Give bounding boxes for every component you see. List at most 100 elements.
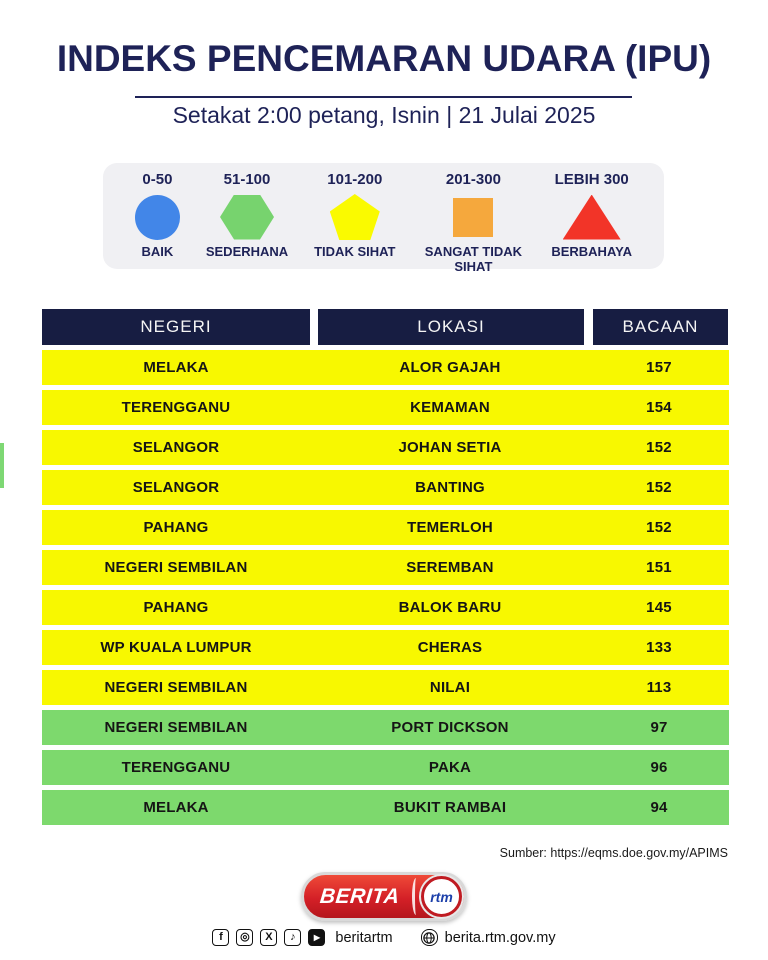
hexagon-shape-icon	[220, 194, 275, 240]
cell-lokasi: PORT DICKSON	[391, 719, 509, 736]
cell-bacaan: 97	[650, 719, 668, 736]
cell-lokasi: BUKIT RAMBAI	[393, 799, 507, 816]
legend-shape-wrap	[453, 192, 494, 242]
rtm-logo-text: rtm	[430, 888, 453, 905]
cell-bacaan: 145	[646, 599, 672, 616]
legend-shape-wrap	[329, 192, 380, 242]
cell-lokasi: KEMAMAN	[410, 399, 490, 416]
legend-item: LEBIH 300 BERBAHAYA	[551, 171, 632, 259]
social-handle: beritartm	[335, 929, 393, 946]
table-row: MELAKA ALOR GAJAH 157	[42, 350, 729, 385]
table-row: TERENGGANU KEMAMAN 154	[42, 390, 729, 425]
cell-negeri: TERENGGANU	[121, 759, 231, 776]
table-header-cell-negeri: NEGERI	[42, 309, 310, 345]
table-row: SELANGOR BANTING 152	[42, 470, 729, 505]
cell-lokasi: ALOR GAJAH	[399, 359, 501, 376]
source-text: Sumber: https://eqms.doe.gov.my/APIMS	[499, 846, 728, 860]
triangle-shape-icon	[562, 194, 621, 240]
instagram-icon: ◎	[236, 929, 254, 946]
legend-item: 201-300 SANGAT TIDAK SIHAT	[421, 171, 525, 274]
logo-swoosh	[412, 878, 420, 915]
cell-negeri: MELAKA	[143, 799, 209, 816]
ipu-legend: 0-50 BAIK 51-100 SEDERHANA 101-200 TIDAK SIHA…	[103, 163, 664, 274]
cell-lokasi: BANTING	[415, 479, 485, 496]
legend-item: 51-100 SEDERHANA	[206, 171, 288, 259]
cell-negeri: MELAKA	[143, 359, 209, 376]
table-header: NEGERI LOKASI BACAAN	[42, 309, 729, 345]
berita-rtm-logo: BERITA rtm	[301, 872, 467, 921]
legend-range-label: 201-300	[445, 171, 501, 188]
table-body: MELAKA ALOR GAJAH 157 TERENGGANU KEMAMAN 154 S…	[42, 350, 729, 825]
cell-bacaan: 151	[646, 559, 672, 576]
cell-negeri: PAHANG	[143, 519, 209, 536]
cell-negeri: SELANGOR	[132, 439, 220, 456]
cell-bacaan: 94	[650, 799, 668, 816]
legend-range-label: 51-100	[223, 171, 271, 188]
cell-negeri: NEGERI SEMBILAN	[104, 559, 248, 576]
facebook-icon: f	[212, 929, 230, 946]
cell-bacaan: 152	[646, 479, 672, 496]
social-bar: f ◎ X ♪ ▶ beritartm berita.rtm.gov.my	[0, 929, 768, 946]
legend-category-label: TIDAK SIHAT	[314, 244, 396, 259]
tiktok-icon: ♪	[284, 929, 302, 946]
legend-item: 101-200 TIDAK SIHAT	[314, 171, 395, 259]
cell-negeri: SELANGOR	[132, 479, 220, 496]
table-row: WP KUALA LUMPUR CHERAS 133	[42, 630, 729, 665]
globe-icon	[420, 929, 438, 946]
website-text: berita.rtm.gov.my	[444, 929, 556, 946]
legend-category-label: SEDERHANA	[205, 244, 289, 259]
legend-category-label: SANGAT TIDAK SIHAT	[424, 244, 523, 274]
table-row: NEGERI SEMBILAN PORT DICKSON 97	[42, 710, 729, 745]
youtube-icon: ▶	[308, 929, 326, 946]
cell-bacaan: 113	[646, 679, 672, 696]
social-icons: f ◎ X ♪ ▶	[212, 929, 326, 946]
left-edge-artifact	[0, 443, 4, 488]
table-row: PAHANG TEMERLOH 152	[42, 510, 729, 545]
table-row: MELAKA BUKIT RAMBAI 94	[42, 790, 729, 825]
page-title: INDEKS PENCEMARAN UDARA (IPU)	[56, 38, 712, 79]
table-row: PAHANG BALOK BARU 145	[42, 590, 729, 625]
cell-negeri: TERENGGANU	[121, 399, 231, 416]
cell-negeri: WP KUALA LUMPUR	[100, 639, 252, 656]
cell-lokasi: CHERAS	[417, 639, 483, 656]
pentagon-shape-icon	[329, 194, 380, 240]
cell-lokasi: TEMERLOH	[407, 519, 493, 536]
circle-shape-icon	[134, 194, 180, 240]
legend-shape-wrap	[562, 192, 621, 242]
cell-bacaan: 152	[646, 439, 672, 456]
table-header-cell-lokasi: LOKASI	[318, 309, 584, 345]
cell-negeri: PAHANG	[143, 599, 209, 616]
cell-lokasi: PAKA	[428, 759, 472, 776]
cell-bacaan: 133	[646, 639, 672, 656]
legend-range-label: 0-50	[142, 171, 173, 188]
cell-lokasi: SEREMBAN	[406, 559, 494, 576]
legend-category-label: BERBAHAYA	[551, 244, 633, 259]
berita-logo-text: BERITA	[318, 884, 401, 908]
cell-bacaan: 157	[646, 359, 672, 376]
legend-category-label: BAIK	[141, 244, 174, 259]
table-row: NEGERI SEMBILAN SEREMBAN 151	[42, 550, 729, 585]
cell-bacaan: 154	[646, 399, 672, 416]
page-subtitle: Setakat 2:00 petang, Isnin | 21 Julai 20…	[172, 102, 596, 128]
legend-shape-wrap	[220, 192, 275, 242]
table-header-cell-bacaan: BACAAN	[593, 309, 728, 345]
cell-bacaan: 96	[650, 759, 668, 776]
legend-shape-wrap	[134, 192, 180, 242]
cell-lokasi: NILAI	[429, 679, 471, 696]
rtm-logo-badge: rtm	[421, 876, 462, 917]
square-shape-icon	[453, 197, 494, 237]
table-row: SELANGOR JOHAN SETIA 152	[42, 430, 729, 465]
x-icon: X	[260, 929, 278, 946]
cell-bacaan: 152	[646, 519, 672, 536]
ipu-table: NEGERI LOKASI BACAAN MELAKA ALOR GAJAH 157 TE…	[42, 309, 729, 825]
cell-negeri: NEGERI SEMBILAN	[104, 679, 248, 696]
cell-negeri: NEGERI SEMBILAN	[104, 719, 248, 736]
table-row: TERENGGANU PAKA 96	[42, 750, 729, 785]
legend-range-label: LEBIH 300	[554, 171, 629, 188]
table-row: NEGERI SEMBILAN NILAI 113	[42, 670, 729, 705]
cell-lokasi: BALOK BARU	[398, 599, 502, 616]
title-divider	[135, 96, 632, 98]
legend-range-label: 101-200	[327, 171, 383, 188]
cell-lokasi: JOHAN SETIA	[398, 439, 502, 456]
